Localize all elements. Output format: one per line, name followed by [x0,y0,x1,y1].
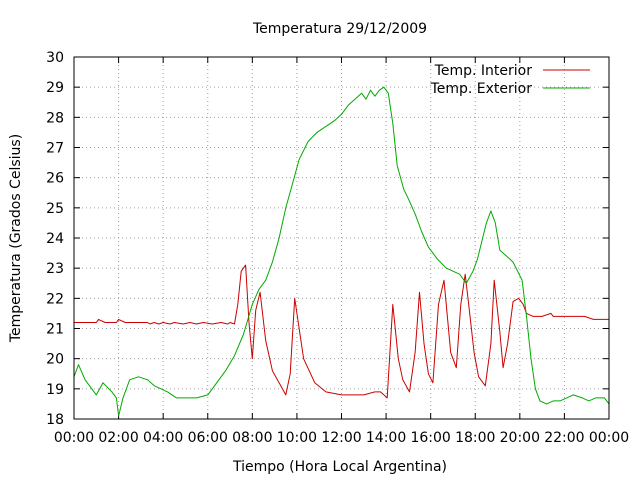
y-tick-label: 29 [46,80,64,96]
series-line-temp-interior [74,264,609,399]
y-tick-label: 30 [46,50,64,66]
x-tick-label: 06:00 [188,430,228,446]
plot-frame [73,56,610,420]
y-tick-label: 25 [46,201,64,217]
legend: Temp. Interior Temp. Exterior [430,63,590,97]
x-axis-label: Tiempo (Hora Local Argentina) [232,459,447,475]
y-tick-label: 23 [46,261,64,277]
x-tick-label: 12:00 [321,430,361,446]
x-tick-label: 22:00 [544,430,584,446]
grid-lines [74,57,609,419]
y-tick-label: 18 [46,412,64,428]
y-tick-label: 28 [46,110,64,126]
y-tick-label: 24 [46,231,64,247]
x-axis: 00:00 02:00 04:00 06:00 08:00 10:00 12:00 14:00… [54,57,629,446]
series-layer [73,86,610,417]
y-tick-label: 26 [46,171,64,187]
y-tick-label: 21 [46,322,64,338]
y-tick-label: 20 [46,352,64,368]
x-tick-label: 10:00 [277,430,317,446]
y-tick-label: 27 [46,141,64,157]
x-tick-label: 20:00 [500,430,540,446]
y-axis: 18 19 20 21 22 23 24 25 26 27 28 29 30 [46,50,609,428]
y-tick-label: 22 [46,291,64,307]
x-tick-label: 16:00 [410,430,450,446]
legend-label: Temp. Exterior [430,81,533,97]
legend-label: Temp. Interior [434,63,533,79]
x-tick-label: 00:00 [589,430,629,446]
x-tick-label: 02:00 [98,430,138,446]
x-tick-label: 04:00 [143,430,183,446]
series-line-temp-exterior [73,86,610,417]
x-tick-label: 08:00 [232,430,272,446]
x-tick-label: 18:00 [455,430,495,446]
y-axis-label: Temperatura (Grados Celsius) [8,134,24,343]
y-tick-label: 19 [46,382,64,398]
x-tick-label: 00:00 [54,430,94,446]
chart-title: Temperatura 29/12/2009 [252,21,427,37]
x-tick-label: 14:00 [366,430,406,446]
